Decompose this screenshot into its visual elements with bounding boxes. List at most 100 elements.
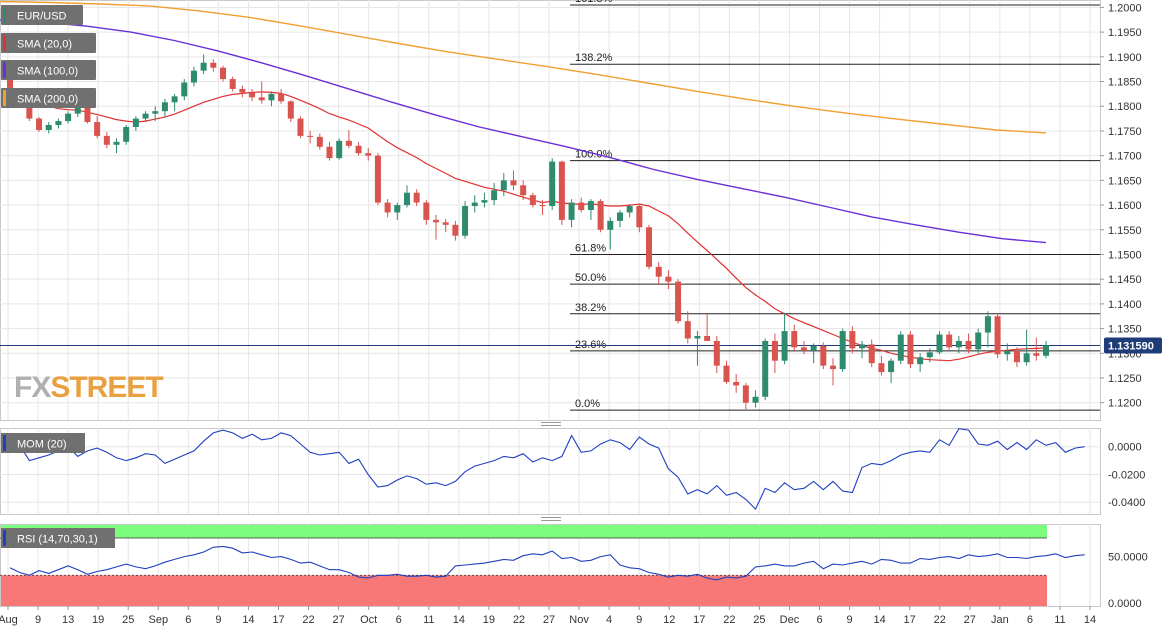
candle[interactable] xyxy=(239,85,246,98)
candle[interactable] xyxy=(733,374,740,393)
legend-item[interactable]: SMA (20,0) xyxy=(1,33,96,53)
candle[interactable] xyxy=(859,340,866,359)
candle[interactable] xyxy=(888,358,895,383)
candle[interactable] xyxy=(403,185,410,208)
candle[interactable] xyxy=(374,153,381,206)
candle[interactable] xyxy=(675,279,682,324)
candle[interactable] xyxy=(684,311,691,344)
panel-resize-handle-0[interactable] xyxy=(541,422,561,426)
candle[interactable] xyxy=(587,199,594,220)
candle[interactable] xyxy=(307,130,314,144)
candle[interactable] xyxy=(423,200,430,225)
candle[interactable] xyxy=(181,79,188,101)
candle[interactable] xyxy=(520,180,527,201)
candle[interactable] xyxy=(220,65,227,82)
candle[interactable] xyxy=(36,117,43,132)
candle[interactable] xyxy=(713,336,720,374)
candle[interactable] xyxy=(616,210,623,228)
candle[interactable] xyxy=(55,118,62,129)
candle[interactable] xyxy=(462,201,469,239)
candle[interactable] xyxy=(249,88,256,102)
candle[interactable] xyxy=(394,202,401,220)
candle[interactable] xyxy=(694,331,701,366)
candle[interactable] xyxy=(316,133,323,150)
candle[interactable] xyxy=(268,91,275,107)
candle[interactable] xyxy=(926,348,933,363)
candle[interactable] xyxy=(113,138,120,154)
candle[interactable] xyxy=(1033,337,1040,361)
candle[interactable] xyxy=(190,66,197,87)
candle[interactable] xyxy=(829,358,836,386)
candle[interactable] xyxy=(510,170,517,191)
candle[interactable] xyxy=(258,81,265,104)
candle[interactable] xyxy=(936,331,943,355)
candle[interactable] xyxy=(132,116,139,131)
candle[interactable] xyxy=(1004,343,1011,361)
candle[interactable] xyxy=(975,328,982,354)
candle[interactable] xyxy=(278,88,285,104)
candle[interactable] xyxy=(723,360,730,384)
candle[interactable] xyxy=(839,328,846,373)
candle[interactable] xyxy=(597,199,604,233)
candle[interactable] xyxy=(655,261,662,285)
candle[interactable] xyxy=(326,141,333,161)
candle[interactable] xyxy=(161,98,168,118)
candle[interactable] xyxy=(568,199,575,228)
candle[interactable] xyxy=(578,197,585,213)
candle[interactable] xyxy=(171,93,178,112)
candle[interactable] xyxy=(94,116,101,139)
candle[interactable] xyxy=(820,342,827,370)
candle[interactable] xyxy=(471,195,478,213)
candle[interactable] xyxy=(210,59,217,72)
candle[interactable] xyxy=(849,326,856,354)
candle[interactable] xyxy=(142,111,149,123)
candle[interactable] xyxy=(481,192,488,208)
candle[interactable] xyxy=(984,311,991,348)
candle[interactable] xyxy=(752,390,759,408)
candle[interactable] xyxy=(65,111,72,124)
candle[interactable] xyxy=(742,382,749,411)
candle[interactable] xyxy=(491,182,498,206)
candle[interactable] xyxy=(297,116,304,139)
candle[interactable] xyxy=(1023,329,1030,366)
candle[interactable] xyxy=(45,122,52,134)
candle[interactable] xyxy=(365,148,372,161)
legend-item-mom[interactable]: MOM (20) xyxy=(1,433,85,453)
candle[interactable] xyxy=(539,200,546,215)
candle[interactable] xyxy=(355,141,362,156)
candle[interactable] xyxy=(955,336,962,354)
candle[interactable] xyxy=(152,106,159,122)
candle[interactable] xyxy=(636,204,643,233)
candle[interactable] xyxy=(558,160,565,225)
candle[interactable] xyxy=(704,313,711,341)
candle[interactable] xyxy=(791,324,798,351)
candle[interactable] xyxy=(626,204,633,218)
candle[interactable] xyxy=(103,131,110,149)
candle[interactable] xyxy=(500,172,507,197)
candle[interactable] xyxy=(529,192,536,208)
candle[interactable] xyxy=(549,158,556,210)
candle[interactable] xyxy=(917,353,924,373)
candle[interactable] xyxy=(384,199,391,218)
legend-item[interactable]: SMA (100,0) xyxy=(1,60,96,80)
candle[interactable] xyxy=(123,125,130,145)
candle[interactable] xyxy=(800,340,807,355)
candle[interactable] xyxy=(607,217,614,250)
candle[interactable] xyxy=(897,331,904,365)
candle[interactable] xyxy=(287,100,294,123)
candle[interactable] xyxy=(878,355,885,376)
candle[interactable] xyxy=(946,331,953,351)
candle[interactable] xyxy=(994,312,1001,359)
candle[interactable] xyxy=(665,270,672,290)
candle[interactable] xyxy=(762,338,769,401)
candle[interactable] xyxy=(433,214,440,240)
candle[interactable] xyxy=(200,54,207,75)
candle[interactable] xyxy=(771,333,778,374)
legend-item[interactable]: EUR/USD xyxy=(1,5,83,25)
legend-item-rsi[interactable]: RSI (14,70,30,1) xyxy=(1,528,115,548)
candle[interactable] xyxy=(810,343,817,364)
candle[interactable] xyxy=(646,224,653,270)
panel-resize-handle-1[interactable] xyxy=(541,517,561,521)
legend-item[interactable]: SMA (200,0) xyxy=(1,88,96,108)
